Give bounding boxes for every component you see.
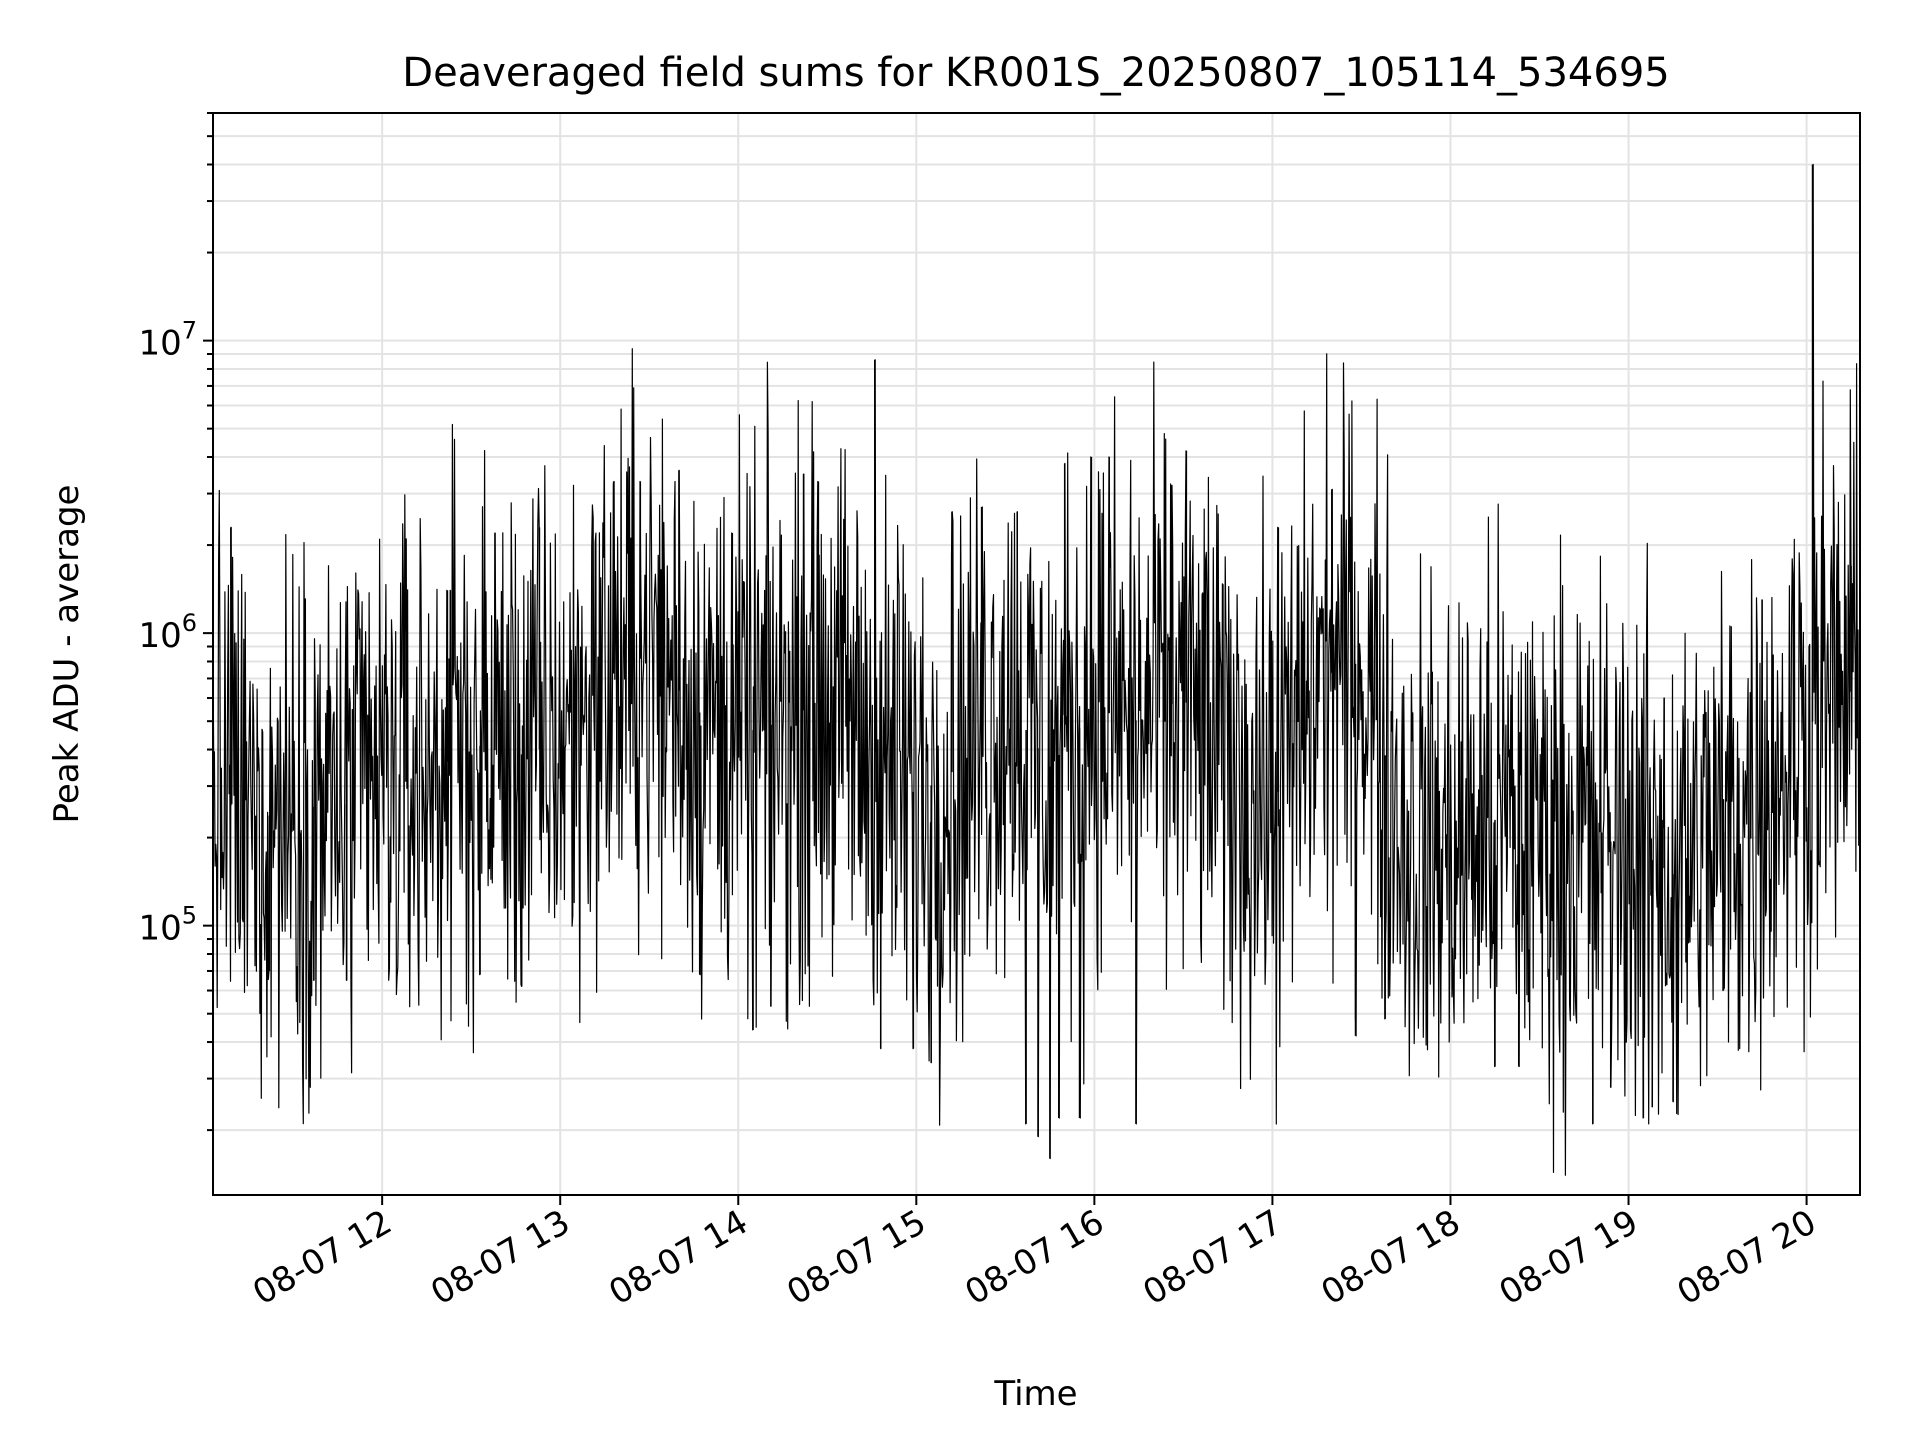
- data-layer: [212, 163, 1860, 1176]
- y-tick-label-exponent: 5: [182, 902, 197, 930]
- y-tick-label: 106: [138, 609, 197, 656]
- y-tick-label: 105: [138, 902, 197, 949]
- y-tick-label-base: 10: [138, 616, 181, 656]
- y-axis-label: Peak ADU - average: [47, 485, 87, 824]
- chart-title: Deaveraged field sums for KR001S_2025080…: [402, 50, 1669, 96]
- x-axis-label: Time: [993, 1374, 1077, 1414]
- y-tick-label-base: 10: [138, 909, 181, 949]
- y-tick-label-exponent: 7: [182, 317, 197, 345]
- y-tick-label-base: 10: [138, 324, 181, 364]
- y-tick-label: 107: [138, 317, 197, 364]
- series-line: [212, 163, 1860, 1176]
- y-tick-label-exponent: 6: [182, 609, 197, 637]
- plot-frame: [212, 112, 1861, 1196]
